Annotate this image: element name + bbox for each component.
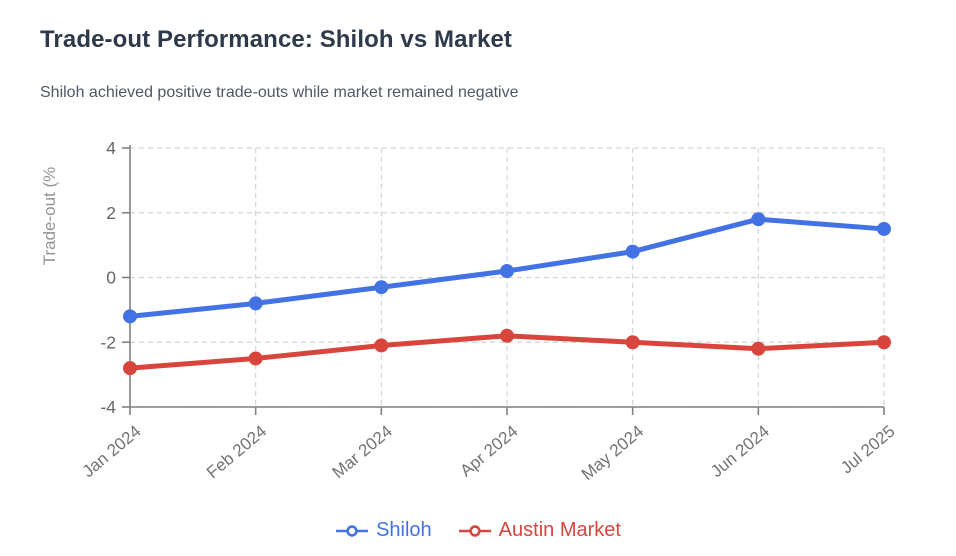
data-point xyxy=(123,309,137,324)
legend-item-austin-market: Austin Market xyxy=(458,519,621,542)
axes xyxy=(122,145,885,415)
data-point xyxy=(248,351,263,366)
line-marker-icon xyxy=(458,524,491,537)
svg-text:4: 4 xyxy=(106,138,116,158)
legend-label: Shiloh xyxy=(376,519,432,541)
data-point xyxy=(625,244,640,259)
legend-item-shiloh: Shiloh xyxy=(335,519,432,542)
data-point xyxy=(625,335,640,350)
data-point xyxy=(248,296,263,311)
chart-subtitle: Shiloh achieved positive trade-outs whil… xyxy=(40,84,519,101)
svg-text:Apr 2024: Apr 2024 xyxy=(457,422,522,481)
series-austin-market xyxy=(123,328,891,376)
svg-text:May 2024: May 2024 xyxy=(578,422,647,485)
legend-label: Austin Market xyxy=(498,519,621,541)
svg-text:-2: -2 xyxy=(100,332,116,352)
x-tick-labels: Jan 2024 Feb 2024 Mar 2024 Apr 2024 May 2024… xyxy=(79,422,899,485)
svg-text:Jul 2025: Jul 2025 xyxy=(837,422,898,478)
svg-text:Feb 2024: Feb 2024 xyxy=(203,422,270,483)
data-point xyxy=(500,264,514,279)
chart-legend: Shiloh Austin Market xyxy=(0,519,956,542)
chart-title: Trade-out Performance: Shiloh vs Market xyxy=(40,26,513,53)
svg-text:Mar 2024: Mar 2024 xyxy=(329,422,396,483)
data-point xyxy=(500,328,514,343)
svg-text:-4: -4 xyxy=(100,397,116,417)
series-shiloh xyxy=(123,212,891,324)
data-point xyxy=(374,338,389,353)
svg-text:Jan 2024: Jan 2024 xyxy=(79,422,145,482)
data-point xyxy=(123,361,137,376)
y-axis-title: Trade-out (% xyxy=(40,167,59,266)
svg-text:Jun 2024: Jun 2024 xyxy=(707,422,773,482)
data-point xyxy=(877,221,891,236)
data-point xyxy=(751,212,766,227)
data-point xyxy=(877,335,891,350)
line-chart: 4 2 0 -2 -4 Jan 2024 Feb 2024 Mar 2024 Apr 2024 M… xyxy=(40,138,899,485)
svg-text:2: 2 xyxy=(106,203,116,223)
y-tick-labels: 4 2 0 -2 -4 xyxy=(100,138,116,417)
svg-text:0: 0 xyxy=(106,268,116,288)
data-point xyxy=(374,280,389,295)
data-point xyxy=(751,341,766,356)
line-marker-icon xyxy=(336,524,369,537)
